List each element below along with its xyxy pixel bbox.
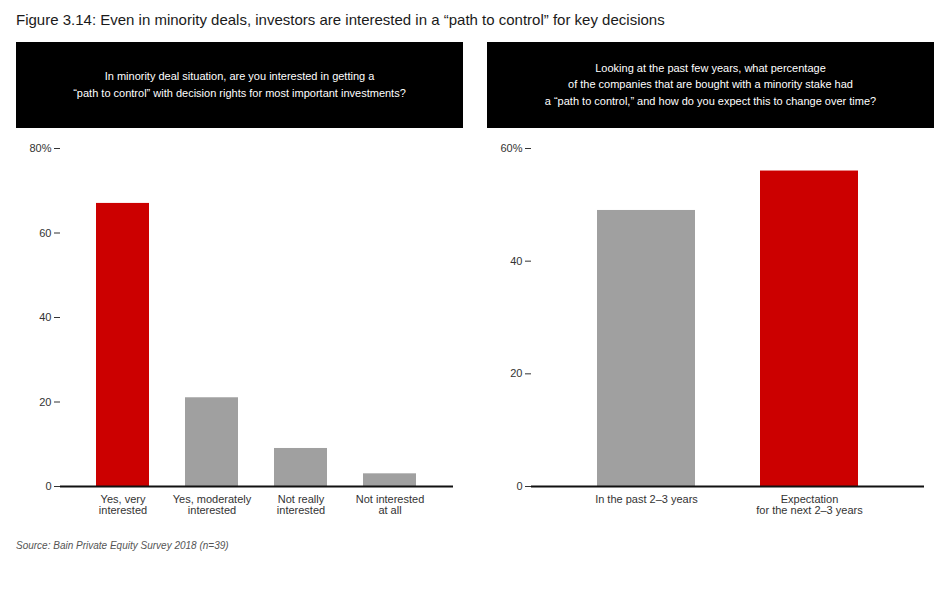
svg-text:40: 40	[510, 254, 522, 266]
html-text:Looking at the past few years,: Looking at the past few years, what perc…	[544, 61, 877, 107]
svg-text:20: 20	[39, 395, 51, 407]
svg-text:Not interestedat all: Not interestedat all	[356, 493, 424, 516]
html-text:In minority deal situation, ar: In minority deal situation, are you inte…	[73, 70, 406, 99]
svg-text:60%: 60%	[500, 142, 522, 154]
svg-text:0: 0	[45, 480, 51, 492]
svg-text:80%: 80%	[29, 142, 51, 154]
html-text:Source: Bain Private Equity Su: Source: Bain Private Equity Survey 2018 …	[16, 539, 229, 551]
svg-text:60: 60	[39, 226, 51, 238]
svg-text:Expectationfor the next 2–3 ye: Expectationfor the next 2–3 years	[756, 493, 863, 516]
html-text:Figure 3.14: Even in minority: Figure 3.14: Even in minority deals, inv…	[16, 11, 665, 28]
svg-text:40: 40	[39, 311, 51, 323]
svg-text:Yes, veryinterested: Yes, veryinterested	[99, 493, 147, 516]
svg-text:Yes, moderatelyinterested: Yes, moderatelyinterested	[173, 493, 252, 516]
svg-text:20: 20	[510, 367, 522, 379]
svg-text:0: 0	[516, 480, 522, 492]
svg-text:In the past 2–3 years: In the past 2–3 years	[595, 493, 698, 505]
svg-text:Not reallyinterested: Not reallyinterested	[277, 493, 325, 516]
